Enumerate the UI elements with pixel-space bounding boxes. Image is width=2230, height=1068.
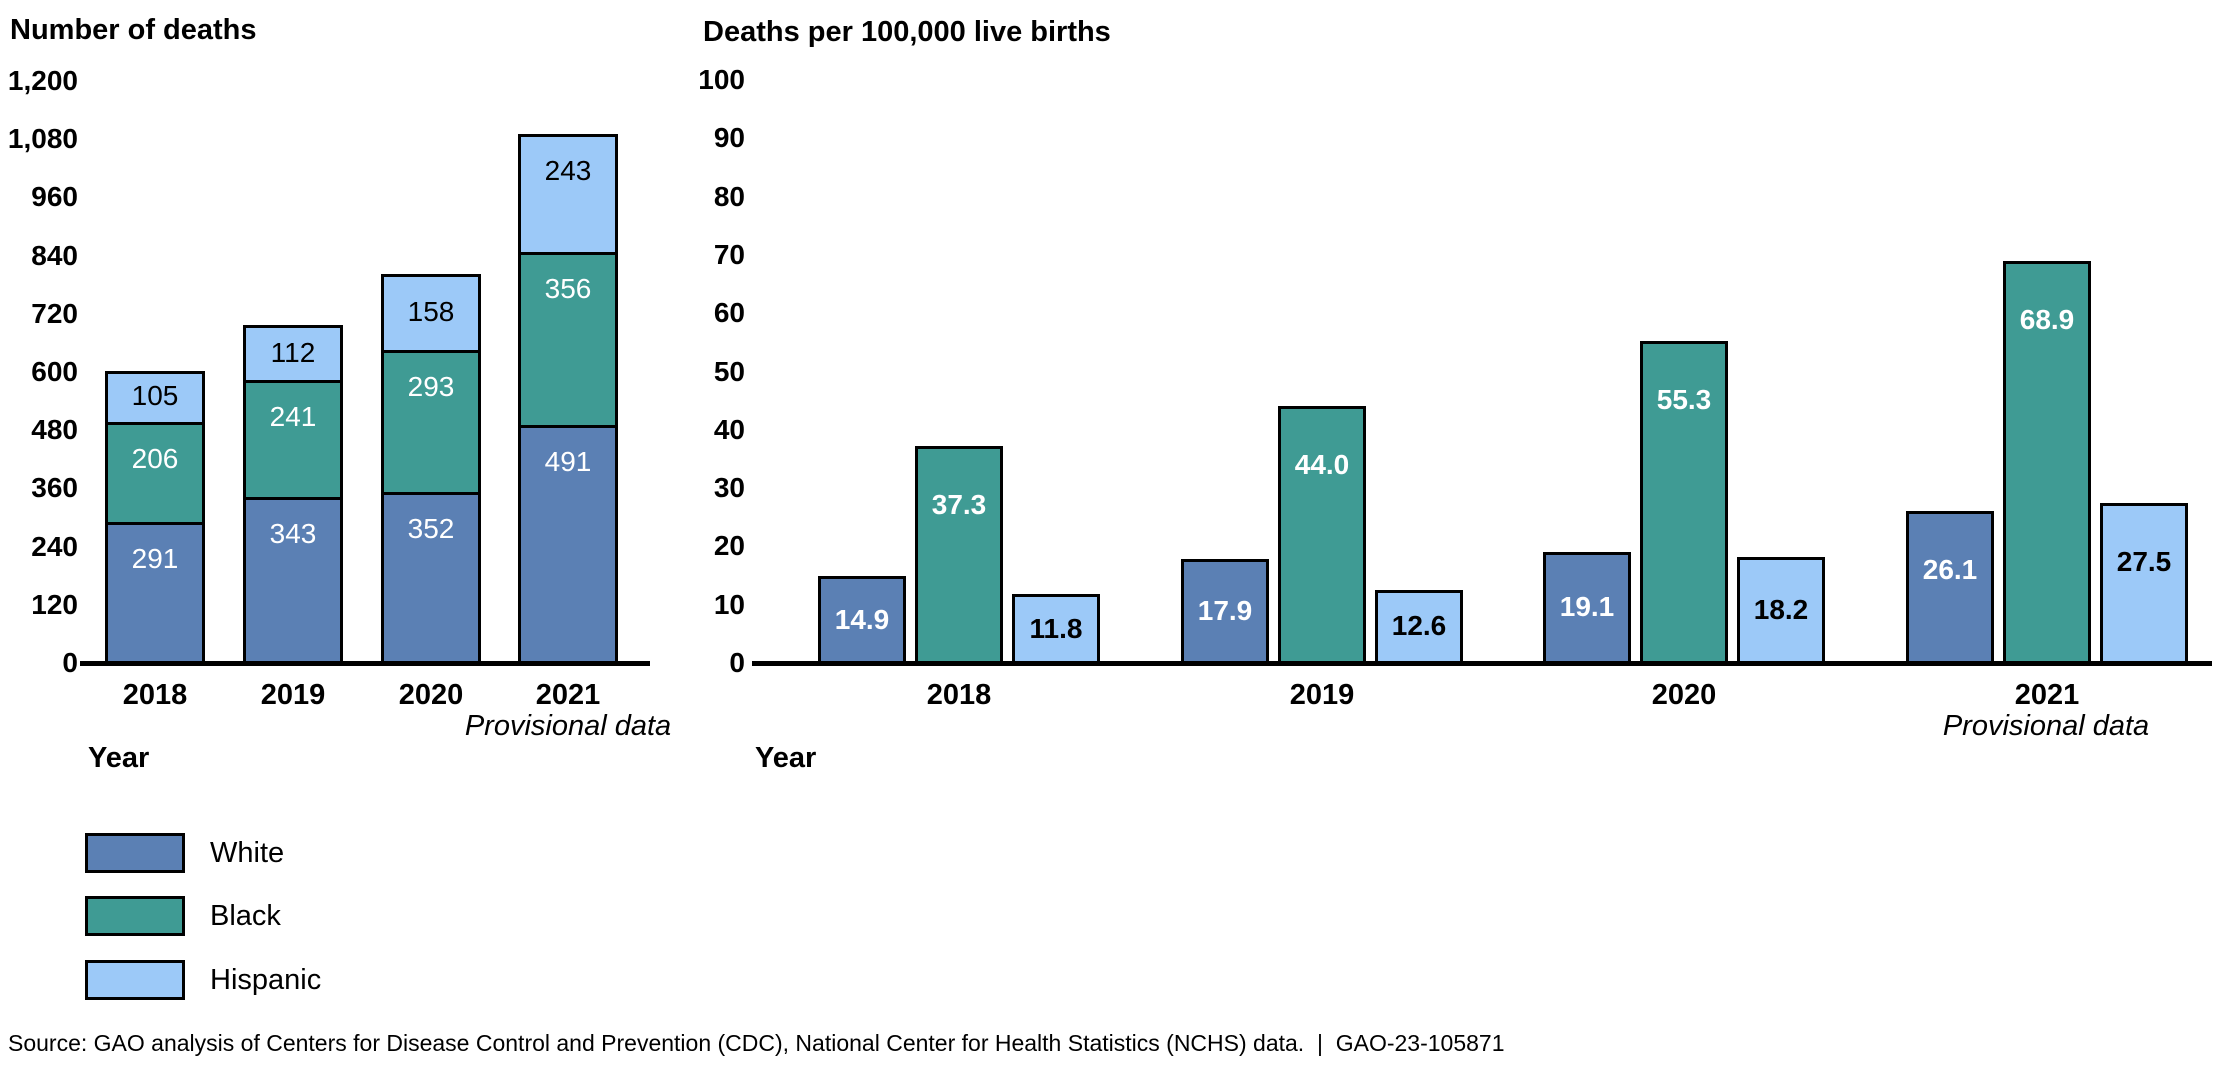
bar-hispanic-2020 — [1737, 556, 1825, 666]
bar-value-label: 17.9 — [1197, 594, 1253, 626]
bar-value-label: 68.9 — [2019, 304, 2075, 336]
left-y-tick-label: 840 — [31, 239, 78, 271]
right-y-tick-label: 90 — [713, 122, 745, 154]
right-y-tick-label: 50 — [713, 355, 745, 387]
right-y-tick-label: 60 — [713, 297, 745, 329]
left-x-category-label: 2021 — [535, 679, 601, 711]
bar-value-label: 18.2 — [1753, 593, 1809, 625]
bar-white-2019 — [1181, 558, 1269, 666]
bar-white-2020 — [381, 492, 481, 666]
right-x-category-label: 2018 — [926, 679, 992, 711]
bar-value-label: 356 — [544, 273, 592, 305]
bar-black-2021 — [518, 252, 618, 428]
bar-value-label: 293 — [407, 371, 455, 403]
bar-value-label: 491 — [544, 445, 592, 477]
right-x-category-label: 2021 — [2014, 679, 2080, 711]
legend-label-hispanic: Hispanic — [210, 964, 322, 996]
right-y-tick-label: 20 — [713, 530, 745, 562]
left-y-tick-label: 0 — [62, 647, 78, 678]
left-x-category-label: 2020 — [398, 679, 464, 711]
left-chart-x-axis-line — [80, 661, 650, 666]
bar-value-label: 343 — [269, 517, 317, 549]
left-x-category-label: 2018 — [122, 679, 188, 711]
right-y-tick-label: 10 — [713, 588, 745, 620]
bar-white-2019 — [243, 496, 343, 666]
left-y-tick-label: 1,080 — [7, 123, 78, 155]
right-x-category-label: 2020 — [1651, 679, 1717, 711]
right-x-category-label: 2019 — [1289, 679, 1355, 711]
right-chart-provisional-note: Provisional data — [1942, 710, 2150, 742]
left-y-tick-label: 960 — [31, 181, 78, 213]
right-y-tick-label: 40 — [713, 413, 745, 445]
left-y-tick-label: 480 — [31, 414, 78, 446]
bar-value-label: 241 — [269, 400, 317, 432]
legend-label-black: Black — [210, 900, 281, 932]
legend-swatch-white — [85, 833, 185, 873]
bar-white-2021 — [1906, 510, 1994, 666]
right-chart-x-axis-line — [752, 661, 2212, 666]
left-chart-title: Number of deaths — [10, 14, 257, 46]
bar-value-label: 291 — [131, 542, 179, 574]
left-y-tick-label: 120 — [31, 588, 78, 620]
bar-hispanic-2018 — [105, 371, 205, 425]
bar-hispanic-2021 — [518, 134, 618, 256]
bar-value-label: 27.5 — [2116, 545, 2172, 577]
bar-hispanic-2019 — [243, 325, 343, 383]
right-chart-x-axis-title: Year — [755, 742, 817, 774]
right-y-tick-label: 80 — [713, 180, 745, 212]
right-chart-title: Deaths per 100,000 live births — [703, 16, 1111, 48]
source-note: Source: GAO analysis of Centers for Dise… — [8, 1030, 1505, 1056]
bar-value-label: 44.0 — [1294, 449, 1350, 481]
bar-value-label: 26.1 — [1922, 553, 1978, 585]
bar-value-label: 112 — [270, 336, 316, 368]
left-y-tick-label: 1,200 — [7, 65, 78, 96]
left-x-category-label: 2019 — [260, 679, 326, 711]
legend-swatch-hispanic — [85, 960, 185, 1000]
left-y-tick-label: 240 — [31, 530, 78, 562]
right-y-tick-label: 0 — [729, 647, 745, 678]
left-y-tick-label: 600 — [31, 356, 78, 387]
bar-value-label: 19.1 — [1559, 591, 1615, 623]
bar-value-label: 158 — [407, 295, 455, 327]
left-y-tick-label: 360 — [31, 472, 78, 504]
bar-value-label: 105 — [131, 380, 179, 412]
bar-hispanic-2021 — [2100, 502, 2188, 666]
left-y-tick-label: 720 — [31, 297, 78, 329]
bar-black-2019 — [1278, 406, 1366, 666]
bar-value-label: 11.8 — [1029, 612, 1083, 644]
bar-black-2021 — [2003, 261, 2091, 666]
bar-value-label: 14.9 — [834, 603, 890, 635]
left-chart-provisional-note: Provisional data — [464, 710, 672, 742]
right-y-tick-label: 30 — [713, 472, 745, 504]
legend-label-white: White — [210, 837, 285, 869]
bar-black-2018 — [915, 445, 1003, 666]
bar-white-2020 — [1543, 551, 1631, 666]
bar-value-label: 352 — [407, 513, 455, 545]
right-y-tick-label: 100 — [698, 64, 745, 95]
bar-value-label: 55.3 — [1656, 383, 1712, 415]
bar-white-2021 — [518, 424, 618, 666]
bar-value-label: 12.6 — [1391, 610, 1447, 642]
left-chart-x-axis-title: Year — [88, 742, 150, 774]
bar-value-label: 243 — [544, 155, 592, 187]
bar-black-2019 — [243, 379, 343, 500]
bar-value-label: 37.3 — [931, 488, 987, 520]
bar-hispanic-2020 — [381, 273, 481, 354]
bar-value-label: 206 — [131, 442, 179, 474]
right-y-tick-label: 70 — [713, 238, 745, 270]
legend-swatch-black — [85, 896, 185, 936]
